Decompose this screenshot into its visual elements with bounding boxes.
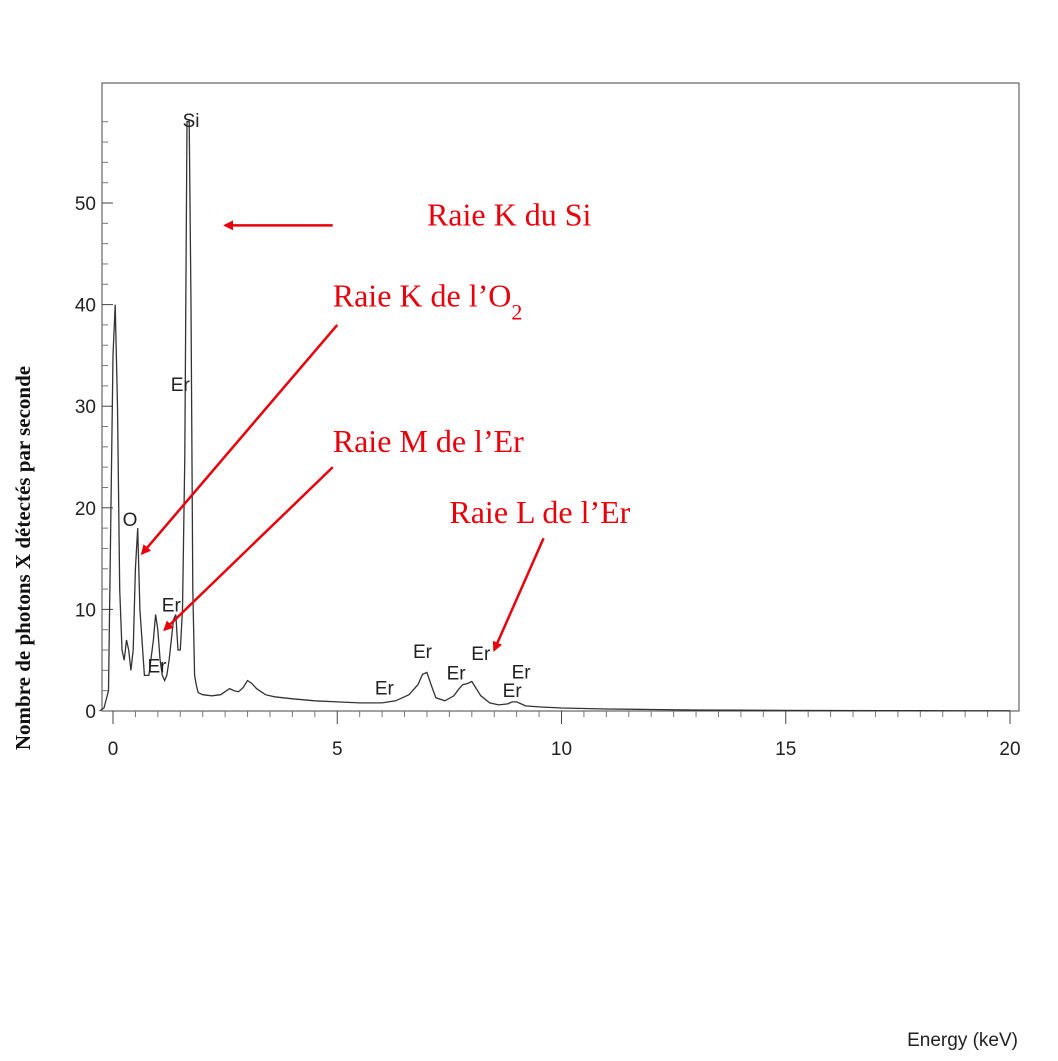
peak-label: Er xyxy=(147,656,167,677)
peak-label: Er xyxy=(171,375,191,396)
x-tick-label: 20 xyxy=(999,739,1020,760)
peak-label: Er xyxy=(503,681,523,702)
peak-label: O xyxy=(123,510,138,531)
peak-label: Er xyxy=(447,664,467,685)
y-tick-label: 30 xyxy=(75,397,96,418)
y-tick-label: 0 xyxy=(85,702,96,723)
y-tick-label: 50 xyxy=(75,194,96,215)
annotations: Raie K du Si Raie K de l’O2 Raie M de l’Er… xyxy=(140,196,631,652)
x-axis-label: Energy (keV) xyxy=(907,1030,1018,1051)
y-tick-label: 10 xyxy=(75,600,96,621)
annotation-arrow xyxy=(140,324,339,556)
peak-label: Si xyxy=(183,111,200,132)
annotation-label: Raie M de l’Er xyxy=(333,423,524,459)
peak-label: Er xyxy=(471,644,491,665)
x-axis-ticks: 0 5 10 15 20 xyxy=(108,711,1021,760)
annotation-label: Raie L de l’Er xyxy=(449,494,630,530)
minor-ticks xyxy=(102,121,989,717)
annotation-arrow xyxy=(163,466,334,632)
x-tick-label: 15 xyxy=(775,739,796,760)
annotation-subscript: 2 xyxy=(511,299,522,324)
x-tick-label: 0 xyxy=(108,739,119,760)
plot-frame xyxy=(101,82,1020,712)
x-tick-label: 5 xyxy=(332,739,343,760)
annotation-arrow xyxy=(492,537,545,652)
peak-label: Er xyxy=(162,595,182,616)
peak-label: Er xyxy=(413,642,433,663)
annotation-label: Raie K de l’O2 xyxy=(333,278,523,325)
peak-label: Er xyxy=(375,679,395,700)
annotation-label: Raie K du Si xyxy=(427,196,592,232)
y-tick-label: 40 xyxy=(75,296,96,317)
peak-label: Er xyxy=(512,662,532,683)
x-tick-label: 10 xyxy=(551,739,572,760)
spectrum-line xyxy=(99,121,1010,712)
y-tick-label: 20 xyxy=(75,499,96,520)
y-axis-label: Nombre de photons X détectés par seconde xyxy=(11,366,35,750)
y-axis-ticks: 0 10 20 30 40 50 xyxy=(75,194,113,723)
